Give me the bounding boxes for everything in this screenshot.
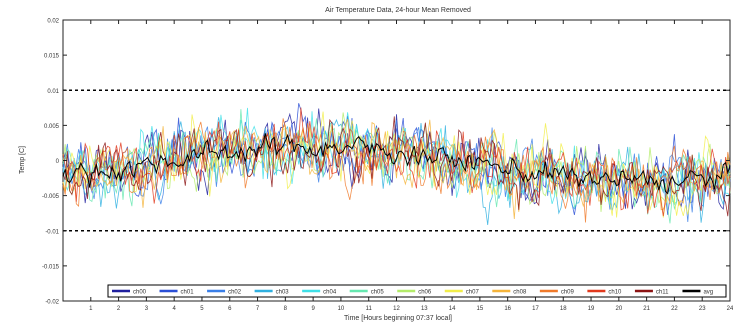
y-tick-label: 0	[56, 159, 60, 165]
x-tick-label: 7	[256, 306, 260, 312]
x-tick-label: 8	[284, 306, 288, 312]
series-line-avg	[62, 133, 731, 195]
x-tick-label: 19	[588, 306, 595, 312]
legend-label-ch04: ch04	[323, 290, 337, 296]
x-tick-label: 15	[477, 306, 484, 312]
legend-label-ch00: ch00	[133, 290, 147, 296]
series-line-ch08	[62, 118, 731, 220]
legend-label-ch10: ch10	[608, 290, 622, 296]
x-tick-label: 3	[145, 306, 149, 312]
legend-label-ch08: ch08	[513, 290, 527, 296]
x-tick-label: 5	[200, 306, 204, 312]
x-tick-label: 6	[228, 306, 232, 312]
legend-label-ch09: ch09	[561, 290, 575, 296]
y-tick-label: -0.02	[45, 300, 59, 306]
x-tick-label: 1	[89, 306, 93, 312]
legend-label-ch06: ch06	[418, 290, 432, 296]
legend-box	[107, 284, 727, 298]
legend-label-ch07: ch07	[466, 290, 480, 296]
legend-label-ch03: ch03	[276, 290, 290, 296]
x-tick-label: 17	[532, 306, 539, 312]
x-tick-label: 14	[449, 306, 456, 312]
legend-label-ch01: ch01	[181, 290, 195, 296]
x-tick-label: 2	[117, 306, 121, 312]
x-tick-label: 11	[366, 306, 373, 312]
x-tick-label: 12	[393, 306, 400, 312]
x-tick-label: 18	[560, 306, 567, 312]
x-tick-label: 4	[172, 306, 176, 312]
series-line-ch02	[62, 120, 731, 223]
x-tick-label: 10	[338, 306, 345, 312]
series-line-ch10	[62, 107, 731, 217]
y-tick-label: 0.02	[47, 19, 59, 25]
x-tick-label: 23	[699, 306, 706, 312]
x-tick-label: 22	[671, 306, 678, 312]
plot-area: -0.02 -0.015 -0.01 -0.005 0 0.005 0.01 0.015 0.0…	[42, 19, 733, 313]
x-axis-label: Time [Hours beginning 07:37 local]	[344, 315, 452, 322]
series-traces	[62, 103, 731, 225]
legend-label-ch05: ch05	[371, 290, 385, 296]
legend-label-ch11: ch11	[656, 290, 669, 296]
legend-label-avg: avg	[703, 290, 713, 296]
x-tick-label: 21	[643, 306, 650, 312]
x-tick-label: 16	[504, 306, 511, 312]
y-tick-label: 0.01	[47, 89, 59, 95]
series-line-ch11	[62, 116, 731, 217]
y-tick-label: -0.015	[42, 264, 60, 270]
y-tick-label: -0.01	[45, 229, 59, 235]
chart-title: Air Temperature Data, 24-hour Mean Remov…	[325, 7, 471, 14]
x-tick-label: 20	[615, 306, 622, 312]
y-tick-label: 0.015	[44, 54, 60, 60]
legend: ch00 ch01 ch02 ch03 ch04 ch05 ch06 ch07 ch08 ch09…	[107, 284, 727, 298]
x-tick-label: 24	[727, 306, 733, 312]
legend-label-ch02: ch02	[228, 290, 242, 296]
y-axis-label: Temp [C]	[19, 146, 26, 174]
x-tick-label: 13	[421, 306, 428, 312]
y-tick-label: -0.005	[42, 194, 60, 200]
y-tick-label: 0.005	[44, 124, 60, 130]
x-tick-label: 9	[311, 306, 315, 312]
